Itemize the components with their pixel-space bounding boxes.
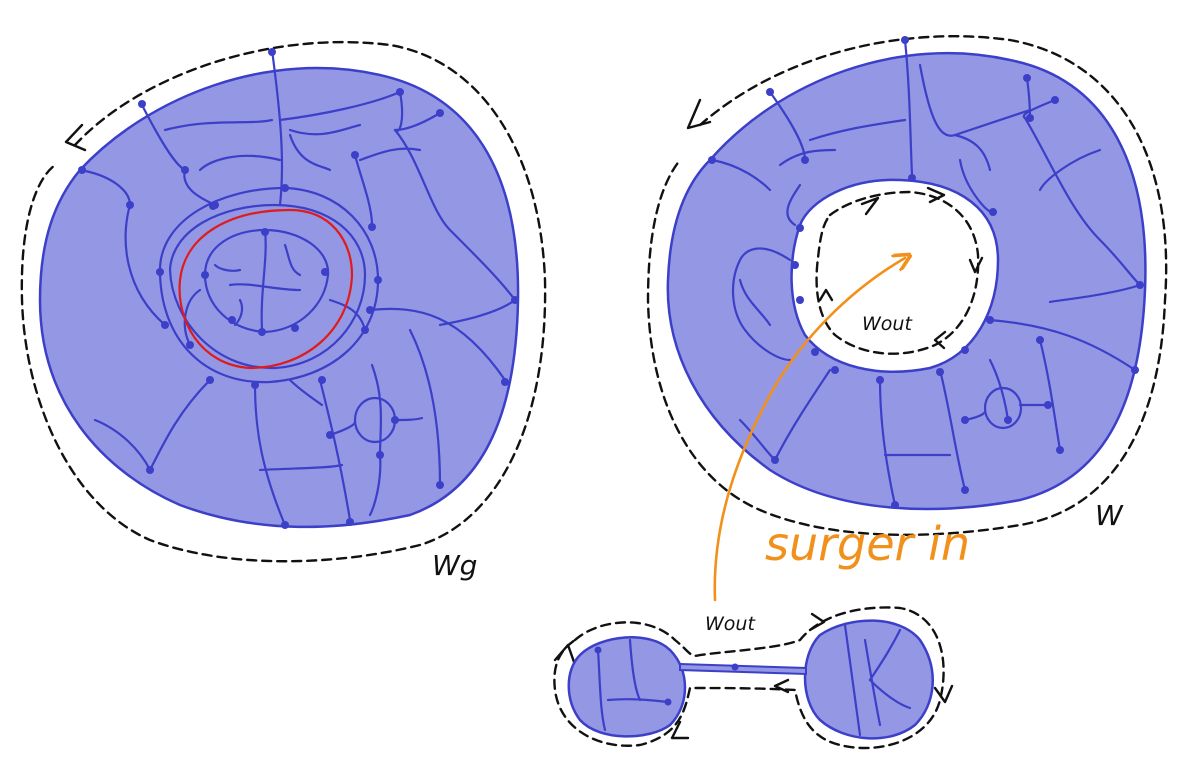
- bottom-connecting-bar: [679, 662, 807, 676]
- label-w: W: [1095, 499, 1124, 532]
- bottom-vertices: [594, 646, 739, 706]
- left-dashed-boundary: [20, 41, 547, 563]
- left-vertices: [78, 48, 519, 529]
- left-red-curve: [178, 208, 354, 370]
- right-inner-arrows: [818, 186, 984, 350]
- orange-arrow-curve: [713, 258, 905, 602]
- left-blue-region: [38, 66, 520, 529]
- right-figure-w: W Wout: [646, 35, 1168, 537]
- bottom-dashed-boundary: [553, 606, 945, 750]
- right-dashed-boundary: [646, 35, 1168, 537]
- label-wout-center: Wout: [862, 313, 913, 335]
- left-dashed-arrow: [64, 123, 87, 152]
- label-wout-bottom: Wout: [705, 613, 756, 635]
- right-blue-region: [666, 51, 1147, 511]
- left-graph-edges: [78, 48, 517, 527]
- bottom-figure-wout: Wout: [553, 606, 954, 750]
- label-surger-in: surger in: [765, 517, 970, 571]
- bottom-left-blob: [567, 636, 687, 738]
- left-figure-wg: Wg: [20, 41, 547, 582]
- right-dashed-arrow: [686, 98, 712, 130]
- bottom-right-blob: [803, 619, 934, 740]
- right-vertices: [708, 36, 1144, 509]
- bottom-dashed-arrows: [553, 612, 954, 740]
- label-wg: Wg: [432, 549, 477, 582]
- orange-annotation: surger in: [713, 258, 970, 602]
- bottom-graph-edges: [596, 623, 912, 737]
